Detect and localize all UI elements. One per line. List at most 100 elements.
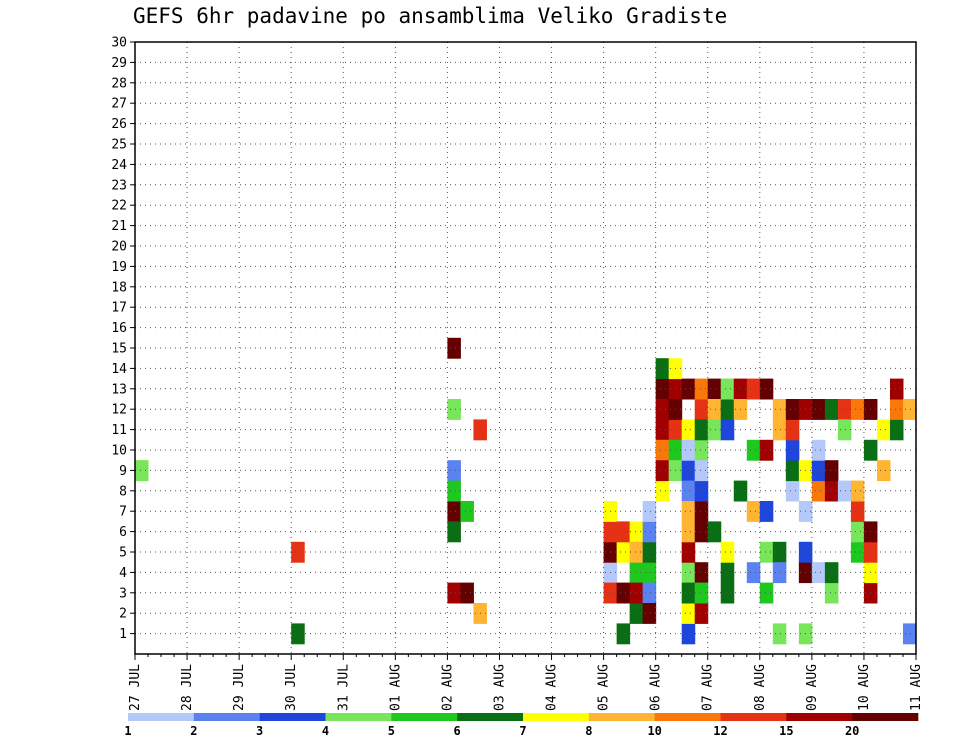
precip-cell [629, 582, 644, 604]
precip-cell [746, 439, 761, 461]
precip-cell [694, 419, 709, 441]
precip-cell [889, 419, 904, 441]
y-tick-label: 5 [119, 546, 127, 561]
precip-cell [616, 623, 631, 645]
precip-cell [694, 562, 709, 584]
colorbar-label: 20 [845, 724, 859, 738]
precip-cell [681, 460, 696, 482]
colorbar-swatch [588, 713, 655, 721]
colorbar-label: 7 [519, 724, 526, 738]
colorbar-swatch [259, 713, 326, 721]
precip-cell [642, 541, 657, 563]
precip-cell [746, 562, 761, 584]
precip-cell [850, 541, 865, 563]
colorbar-label: 4 [322, 724, 329, 738]
precip-cell [655, 460, 670, 482]
x-tick-label: 04 AUG [545, 664, 560, 711]
colorbar-label: 12 [713, 724, 727, 738]
y-tick-label: 18 [111, 280, 127, 295]
precip-cell [655, 419, 670, 441]
x-tick-label: 02 AUG [440, 664, 455, 711]
precip-cell [629, 541, 644, 563]
precip-cell [616, 541, 631, 563]
precip-cell [824, 582, 839, 604]
precip-cell [850, 480, 865, 502]
precip-cell [902, 399, 917, 420]
y-tick-label: 22 [111, 199, 127, 214]
colorbar-swatch [457, 713, 524, 721]
colorbar-label: 8 [585, 724, 592, 738]
precip-cell [811, 460, 826, 482]
y-tick-label: 21 [111, 219, 127, 234]
y-tick-label: 7 [119, 505, 127, 520]
y-tick-label: 10 [111, 444, 127, 459]
precip-cell [824, 480, 839, 502]
y-tick-label: 24 [111, 158, 127, 173]
y-tick-label: 25 [111, 138, 127, 153]
precip-cell [889, 378, 904, 400]
precip-cell [811, 399, 826, 420]
y-tick-label: 14 [111, 362, 127, 377]
precip-cell [291, 541, 305, 563]
precip-cell [876, 460, 891, 482]
precip-cell [447, 501, 461, 522]
colorbar-swatch [786, 713, 853, 721]
colorbar-swatch [852, 713, 919, 721]
y-tick-label: 3 [119, 586, 127, 601]
colorbar-swatch [523, 713, 590, 721]
x-tick-label: 08 AUG [753, 664, 768, 711]
colorbar-label: 5 [388, 724, 395, 738]
precip-cell [746, 378, 761, 400]
precip-cell [616, 521, 631, 543]
precip-cell [850, 501, 865, 522]
x-tick-label: 07 AUG [701, 664, 716, 711]
x-tick-label: 06 AUG [649, 664, 664, 711]
precip-cell [707, 521, 722, 543]
precip-cell [447, 582, 461, 604]
precip-cell [902, 623, 917, 645]
gridlines [135, 41, 916, 654]
colorbar-swatch [391, 713, 458, 721]
precip-cell [785, 480, 800, 502]
precip-cell [837, 419, 852, 441]
colorbar-label: 1 [124, 724, 131, 738]
y-tick-label: 19 [111, 260, 127, 275]
x-tick-label: 10 AUG [857, 664, 872, 711]
y-tick-label: 9 [119, 464, 127, 479]
y-tick-label: 17 [111, 301, 127, 316]
y-tick-label: 1 [119, 627, 127, 642]
precip-cell [681, 521, 696, 543]
x-tick-label: 03 AUG [492, 664, 507, 711]
chart-title: GEFS 6hr padavine po ansamblima Veliko G… [133, 4, 728, 28]
precip-cell [655, 378, 670, 400]
y-tick-label: 12 [111, 403, 127, 418]
precip-cell [681, 541, 696, 563]
data-cells [135, 337, 917, 645]
precip-cell [694, 521, 709, 543]
colorbar-label: 15 [779, 724, 793, 738]
colorbar-label: 3 [256, 724, 263, 738]
colorbar-label: 10 [647, 724, 661, 738]
precip-cell [837, 399, 852, 420]
precip-cell [876, 419, 891, 441]
y-tick-label: 8 [119, 484, 127, 499]
precip-cell [811, 562, 826, 584]
precip-cell [642, 562, 657, 584]
precip-cell [772, 541, 787, 563]
precip-cell [642, 521, 657, 543]
precip-cell [759, 541, 774, 563]
y-tick-label: 20 [111, 240, 127, 255]
precip-cell [759, 501, 774, 522]
x-tick-label: 09 AUG [805, 664, 820, 711]
precip-cell [811, 439, 826, 461]
precip-cell [447, 521, 461, 543]
precip-cell [759, 378, 774, 400]
precip-cell [811, 480, 826, 502]
precip-cell [720, 419, 735, 441]
precip-cell [655, 358, 670, 380]
x-tick-label: 31 JUL [336, 664, 351, 711]
precip-cell [681, 623, 696, 645]
x-axis-ticks: 27 JUL 28 JUL 29 JUL 30 JUL 31 JUL 01 AUG 02 A… [128, 654, 924, 711]
precip-cell [707, 419, 722, 441]
precip-cell [681, 501, 696, 522]
